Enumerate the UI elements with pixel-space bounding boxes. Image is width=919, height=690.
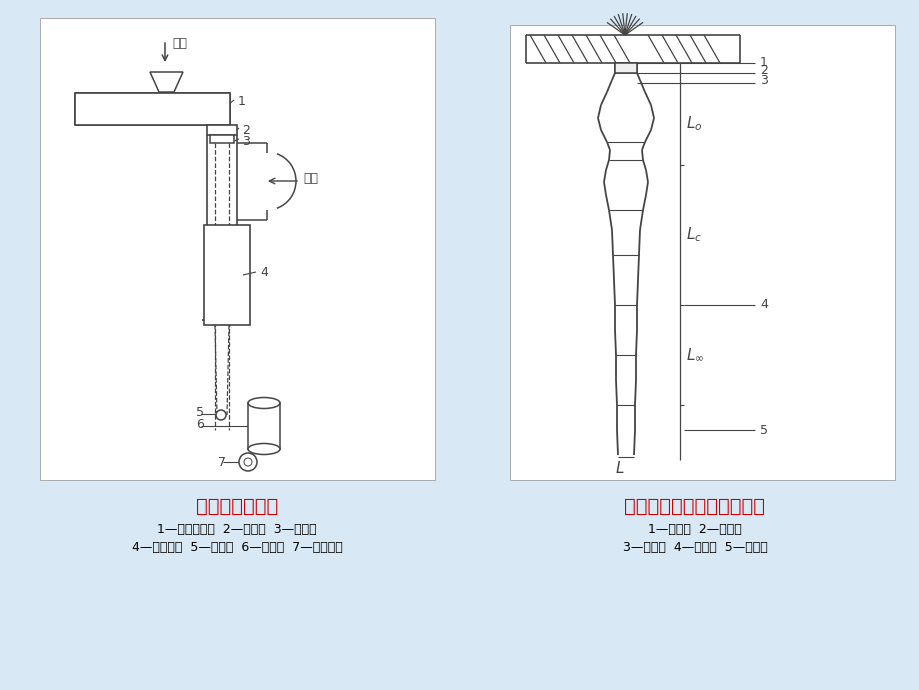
Bar <box>614 63 636 73</box>
Bar <box>204 225 250 325</box>
Text: 1: 1 <box>238 95 245 108</box>
Text: 1—入口区  2—孔流区: 1—入口区 2—孔流区 <box>647 523 741 536</box>
Text: 熔体细流及固化成形示意图: 熔体细流及固化成形示意图 <box>624 497 765 516</box>
Text: 4: 4 <box>260 266 267 279</box>
Bar <box>614 63 636 73</box>
Ellipse shape <box>248 397 279 408</box>
Text: 4: 4 <box>759 299 767 311</box>
Bar <box>248 403 279 449</box>
Bar <box>207 125 237 135</box>
Polygon shape <box>150 72 183 92</box>
Circle shape <box>239 453 256 471</box>
Bar <box>75 93 230 125</box>
Text: $L_{\infty}$: $L_{\infty}$ <box>686 347 703 363</box>
Text: 熔体纺丝示意图: 熔体纺丝示意图 <box>196 497 278 516</box>
Text: $L$: $L$ <box>615 460 624 476</box>
Text: 3: 3 <box>759 75 767 88</box>
Text: 2: 2 <box>242 124 250 137</box>
Text: 6: 6 <box>196 419 204 431</box>
Bar <box>509 25 894 480</box>
Bar <box>40 18 435 480</box>
Text: 原料: 原料 <box>172 37 187 50</box>
Text: 1—螺杆挤出机  2—喷丝板  3—吹风窗: 1—螺杆挤出机 2—喷丝板 3—吹风窗 <box>157 523 316 536</box>
Text: $L_c$: $L_c$ <box>686 226 701 244</box>
Text: 7: 7 <box>218 457 226 469</box>
Circle shape <box>216 410 226 420</box>
Text: 1: 1 <box>759 55 767 68</box>
Text: 空气: 空气 <box>302 172 318 186</box>
Text: 5: 5 <box>759 424 767 437</box>
Text: 4—纺丝甬道  5—给油盘  6—导丝盘  7—卷绕装置: 4—纺丝甬道 5—给油盘 6—导丝盘 7—卷绕装置 <box>131 541 342 554</box>
Text: 2: 2 <box>759 64 767 77</box>
Text: $L_o$: $L_o$ <box>686 115 702 133</box>
Ellipse shape <box>248 444 279 455</box>
Text: 3: 3 <box>242 135 250 148</box>
Bar <box>210 135 233 143</box>
Text: 3—膨化区  4—形变区  5—稳定区: 3—膨化区 4—形变区 5—稳定区 <box>622 541 766 554</box>
Text: 5: 5 <box>196 406 204 420</box>
Circle shape <box>244 458 252 466</box>
